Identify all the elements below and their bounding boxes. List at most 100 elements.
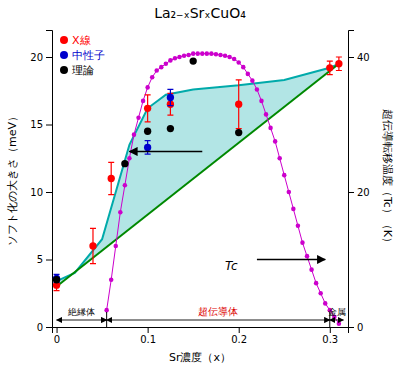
point xyxy=(195,51,200,56)
tick: 0.3 xyxy=(322,327,338,345)
tick: 15 xyxy=(30,119,52,130)
point xyxy=(246,72,251,77)
legend-label: 理論 xyxy=(72,64,94,77)
point xyxy=(235,129,242,136)
tick-label: 5 xyxy=(37,254,43,265)
tick-mark xyxy=(330,327,331,333)
point xyxy=(227,55,232,60)
point xyxy=(264,112,269,117)
point xyxy=(232,57,237,62)
error-bar xyxy=(108,162,114,194)
point xyxy=(282,173,287,178)
point xyxy=(259,99,264,104)
region-arrow xyxy=(57,320,107,321)
tick-mark xyxy=(46,327,52,328)
point xyxy=(318,291,323,296)
point xyxy=(127,156,132,161)
region-arrow xyxy=(107,320,330,321)
tick: 0 xyxy=(348,322,363,333)
point xyxy=(305,254,310,259)
error-bar xyxy=(167,89,173,105)
tick-mark xyxy=(46,260,52,261)
tick-label: 0.2 xyxy=(231,334,247,345)
tick-label: 40 xyxy=(357,52,370,63)
point xyxy=(209,51,214,56)
tick: 0.2 xyxy=(231,327,247,345)
point xyxy=(335,60,342,67)
tick: 20 xyxy=(30,52,52,63)
fill-area xyxy=(57,64,339,327)
point xyxy=(214,52,219,57)
y2-axis: 0 20 40 xyxy=(348,31,370,333)
arrow xyxy=(257,259,325,260)
point xyxy=(167,125,174,132)
region-boundary xyxy=(106,312,107,327)
chart: 00.10.20.30510152002040Tc絶縁体超伝導体金属X線中性子理… xyxy=(0,0,400,371)
point xyxy=(235,101,242,108)
point xyxy=(200,51,205,56)
point xyxy=(296,223,301,228)
point xyxy=(53,276,60,283)
tick: 0 xyxy=(54,327,60,345)
point xyxy=(108,175,115,182)
point xyxy=(123,183,128,188)
point xyxy=(173,56,178,61)
point xyxy=(144,105,151,112)
tick-label: 0 xyxy=(37,322,43,333)
line xyxy=(57,64,339,287)
tick-mark xyxy=(148,327,149,333)
point xyxy=(218,53,223,58)
tick: 0.1 xyxy=(140,327,156,345)
error-bar xyxy=(54,274,60,282)
legend-swatch xyxy=(60,51,68,59)
tick-mark xyxy=(239,327,240,333)
tick-label: 0 xyxy=(54,334,60,345)
point xyxy=(191,51,196,56)
tick-label: 10 xyxy=(30,187,43,198)
tick-mark xyxy=(46,192,52,193)
annotation: Tc xyxy=(225,259,238,273)
error-bar xyxy=(327,61,333,75)
x-axis-label: Sr濃度（x） xyxy=(169,351,231,364)
point xyxy=(277,156,282,161)
plot-area xyxy=(53,51,343,327)
legend-entry: 中性子 xyxy=(60,49,105,62)
y-axis: 0 5 10 15 20 xyxy=(30,31,52,333)
tick: 20 xyxy=(348,187,370,198)
legend-swatch xyxy=(60,36,68,44)
point xyxy=(121,160,128,167)
error-bar xyxy=(145,141,151,155)
point xyxy=(141,99,146,104)
tick-label: 15 xyxy=(30,119,43,130)
point xyxy=(136,115,141,120)
point xyxy=(144,128,151,135)
error-bar xyxy=(145,95,151,122)
point xyxy=(154,68,159,73)
error-bar xyxy=(236,80,242,129)
region-label: 超伝導体 xyxy=(198,306,238,317)
point xyxy=(144,144,151,151)
legend-swatch xyxy=(60,66,68,74)
tick: 5 xyxy=(37,254,52,265)
y-axis-label: ソフト化の大きさ（meV） xyxy=(6,111,19,246)
point xyxy=(182,53,187,58)
tick-label: 20 xyxy=(357,187,370,198)
axis-line xyxy=(46,31,53,328)
point xyxy=(287,190,292,195)
tick: 10 xyxy=(30,187,52,198)
x-axis: 0 0.1 0.2 0.3 xyxy=(53,327,349,345)
tick-mark xyxy=(46,57,52,58)
point xyxy=(113,244,118,249)
point xyxy=(168,58,173,63)
point xyxy=(309,267,314,272)
point xyxy=(300,240,305,245)
tick-mark xyxy=(348,327,354,328)
point xyxy=(255,87,260,92)
region-label: 金属 xyxy=(328,307,346,317)
point xyxy=(291,207,296,212)
legend-entry: 理論 xyxy=(60,64,94,77)
point xyxy=(268,126,273,131)
tick-label: 20 xyxy=(30,52,43,63)
point xyxy=(145,85,150,90)
point xyxy=(177,55,182,60)
